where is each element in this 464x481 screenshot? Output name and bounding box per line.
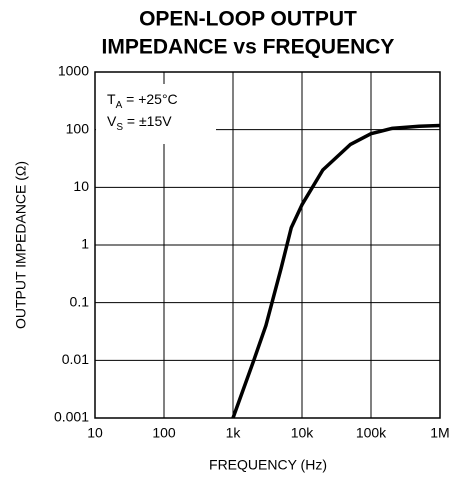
annotation-sub: S — [116, 122, 123, 133]
x-tick-label: 10 — [87, 425, 103, 441]
y-tick-label: 0.1 — [70, 293, 90, 309]
y-tick-label: 1000 — [58, 63, 89, 79]
chart-title: OPEN-LOOP OUTPUT — [139, 8, 357, 31]
x-tick-label: 100 — [152, 425, 176, 441]
annotation-box — [96, 84, 216, 144]
plot-frame — [94, 71, 441, 419]
annotation-text: V — [107, 113, 117, 129]
x-tick-label: 1M — [430, 425, 449, 441]
y-tick-label: 0.01 — [62, 351, 89, 367]
annotation: VS = ±15V — [107, 113, 172, 133]
x-axis-label: FREQUENCY (Hz) — [209, 457, 327, 473]
annotation-text: = ±15V — [123, 113, 172, 129]
y-tick-label: 1 — [81, 236, 89, 252]
x-tick-label: 10k — [291, 425, 315, 441]
y-tick-label: 100 — [66, 120, 90, 136]
annotation-text: T — [107, 91, 116, 107]
y-tick-label: 10 — [73, 178, 89, 194]
annotation-text: = +25°C — [122, 91, 177, 107]
chart-title: IMPEDANCE vs FREQUENCY — [102, 36, 395, 59]
y-axis-label: OUTPUT IMPEDANCE (Ω) — [13, 161, 29, 329]
y-tick-label: 0.001 — [54, 409, 89, 425]
x-tick-label: 100k — [356, 425, 387, 441]
annotation-sub: A — [116, 100, 123, 111]
line — [231, 123, 441, 419]
annotation: TA = +25°C — [107, 91, 178, 111]
x-tick-label: 1k — [226, 425, 242, 441]
